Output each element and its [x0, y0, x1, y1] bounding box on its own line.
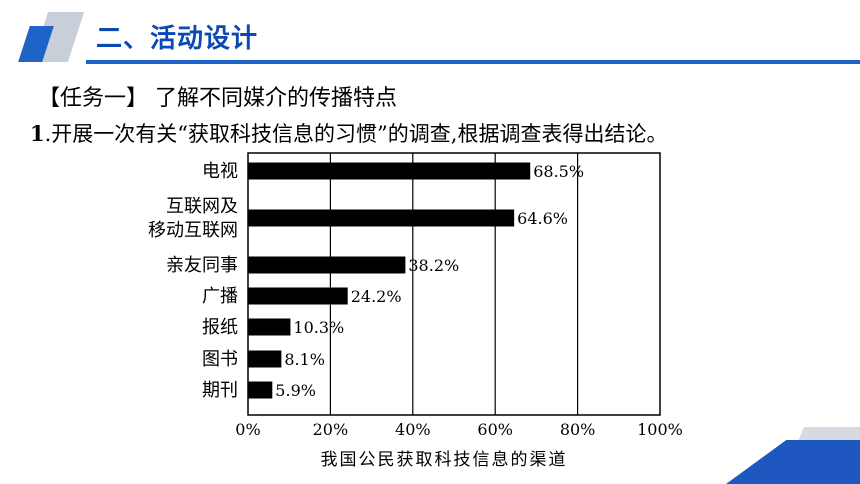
bar [248, 350, 282, 368]
bar-value-label: 10.3% [293, 318, 344, 337]
bar [248, 318, 291, 336]
bar [248, 287, 348, 305]
question-body: .开展一次有关“获取科技信息的习惯”的调查,根据调查表得出结论。 [44, 122, 668, 146]
category-label: 期刊 [202, 380, 238, 401]
x-tick-label: 20% [313, 420, 349, 439]
x-axis-label: 我国公民获取科技信息的渠道 [321, 450, 568, 470]
bar-value-label: 38.2% [408, 256, 459, 275]
category-label: 移动互联网 [148, 220, 238, 241]
bar-chart: 0% 20% 40% 60% 80% 100% 我国公民获取科技信息的渠道 68.5% 电视 64… [148, 152, 683, 470]
bar [248, 256, 406, 274]
slide-header: 二、活动设计 [0, 0, 860, 64]
bar-value-label: 64.6% [517, 209, 568, 228]
x-tick-label: 0% [235, 420, 260, 439]
bar-value-label: 5.9% [275, 381, 316, 400]
corner-decoration-blue [726, 440, 860, 484]
bar [248, 162, 531, 180]
bar-value-label: 8.1% [284, 350, 325, 369]
bar-value-label: 24.2% [351, 287, 402, 306]
question-text: 1.开展一次有关“获取科技信息的习惯”的调查,根据调查表得出结论。 [30, 118, 667, 148]
plot-frame [247, 152, 661, 416]
bar-value-label: 68.5% [533, 162, 584, 181]
category-label: 广播 [202, 286, 238, 307]
category-label: 报纸 [202, 317, 238, 338]
bar [248, 381, 273, 399]
category-label: 互联网及 [166, 196, 238, 217]
category-label: 图书 [202, 349, 238, 370]
x-tick-label: 60% [477, 420, 513, 439]
x-tick-label: 80% [560, 420, 596, 439]
title-underline [86, 60, 860, 64]
question-number: 1 [30, 121, 45, 146]
slide-title: 二、活动设计 [96, 24, 259, 54]
x-tick-label: 100% [637, 420, 683, 439]
category-label: 电视 [202, 161, 238, 182]
task-heading: 【任务一】 了解不同媒介的传播特点 [38, 86, 397, 111]
category-label: 亲友同事 [166, 255, 238, 276]
x-tick-label: 40% [395, 420, 431, 439]
bar [248, 209, 515, 227]
